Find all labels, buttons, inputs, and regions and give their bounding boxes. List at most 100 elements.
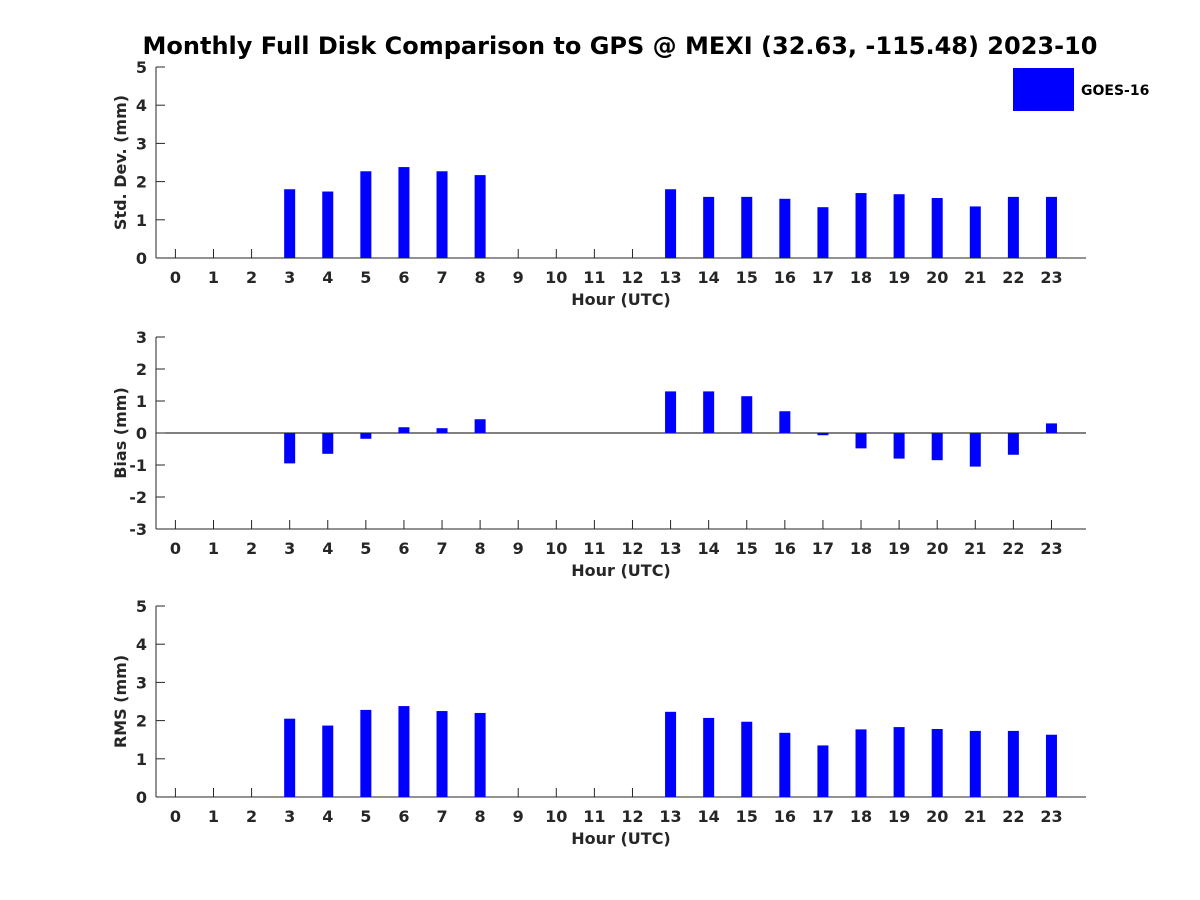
std-dev-bar (1045, 196, 1057, 258)
bias-x-tick-label: 10 (545, 539, 567, 558)
std-dev-bar (817, 207, 829, 258)
std-dev-x-tick-label: 1 (208, 268, 219, 287)
rms-x-tick-label: 6 (398, 807, 409, 826)
rms-x-tick-label: 9 (513, 807, 524, 826)
std-dev-x-tick-label: 20 (926, 268, 948, 287)
bias-bar (703, 391, 715, 433)
rms-bar (741, 721, 753, 797)
rms-bar (855, 729, 867, 797)
rms-x-tick-label: 14 (698, 807, 720, 826)
rms-bar (817, 745, 829, 797)
std-dev-bar (665, 189, 677, 258)
rms-x-axis-label: Hour (UTC) (571, 829, 671, 848)
rms-bar (398, 706, 410, 797)
std-dev-x-tick-label: 16 (774, 268, 796, 287)
std-dev-y-tick-label: 2 (136, 173, 147, 192)
bias-x-tick-label: 18 (850, 539, 872, 558)
bias-x-axis-label: Hour (UTC) (571, 561, 671, 580)
std-dev-bar (969, 206, 981, 258)
bias-x-tick-label: 16 (774, 539, 796, 558)
rms-bar (779, 732, 791, 797)
rms-bar (474, 712, 486, 797)
bias-bar (855, 433, 867, 449)
bias-x-tick-label: 6 (398, 539, 409, 558)
rms-y-tick-label: 5 (136, 597, 147, 616)
std-dev-bar (779, 198, 791, 258)
rms-x-tick-label: 4 (322, 807, 333, 826)
std-dev-x-tick-label: 14 (698, 268, 720, 287)
rms-y-tick-label: 4 (136, 635, 147, 654)
bias-bar (1007, 433, 1019, 455)
bias-bar (436, 428, 448, 433)
rms-x-tick-label: 19 (888, 807, 910, 826)
bias-x-tick-label: 5 (360, 539, 371, 558)
rms-bar (703, 717, 715, 797)
bias-x-tick-label: 22 (1002, 539, 1024, 558)
std-dev-x-tick-label: 7 (436, 268, 447, 287)
legend-label-goes16: GOES-16 (1081, 83, 1149, 99)
bias-x-tick-label: 14 (698, 539, 720, 558)
std-dev-x-tick-label: 6 (398, 268, 409, 287)
bias-y-tick-label: 2 (136, 360, 147, 379)
std-dev-x-tick-label: 4 (322, 268, 333, 287)
std-dev-bar (398, 167, 410, 258)
rms-x-tick-label: 11 (583, 807, 605, 826)
rms-bar (665, 711, 677, 797)
bias-y-tick-label: 3 (136, 328, 147, 347)
std-dev-x-tick-label: 19 (888, 268, 910, 287)
bias-x-tick-label: 15 (736, 539, 758, 558)
std-dev-x-tick-label: 3 (284, 268, 295, 287)
std-dev-x-tick-label: 12 (621, 268, 643, 287)
std-dev-bar (855, 193, 867, 258)
std-dev-y-tick-label: 0 (136, 249, 147, 268)
std-dev-y-axis-label: Std. Dev. (mm) (111, 95, 130, 230)
std-dev-x-tick-label: 18 (850, 268, 872, 287)
rms-x-tick-label: 7 (436, 807, 447, 826)
bias-bar (741, 396, 753, 433)
rms-y-tick-label: 1 (136, 750, 147, 769)
bias-bar (398, 427, 410, 433)
rms-bar (931, 729, 943, 797)
rms-x-tick-label: 3 (284, 807, 295, 826)
bias-x-tick-label: 13 (659, 539, 681, 558)
std-dev-bar (741, 196, 753, 258)
bias-x-tick-label: 1 (208, 539, 219, 558)
rms-x-tick-label: 10 (545, 807, 567, 826)
std-dev-x-tick-label: 23 (1040, 268, 1062, 287)
rms-x-tick-label: 13 (659, 807, 681, 826)
bias-bar (817, 433, 829, 436)
std-dev-x-tick-label: 15 (736, 268, 758, 287)
std-dev-bar (703, 196, 715, 258)
bias-y-tick-label: -2 (129, 488, 147, 507)
rms-x-tick-label: 5 (360, 807, 371, 826)
std-dev-bar (931, 198, 943, 258)
std-dev-bar (436, 171, 448, 258)
bias-bar (474, 419, 486, 433)
bias-bar (360, 433, 372, 439)
bias-y-tick-label: 1 (136, 392, 147, 411)
rms-x-tick-label: 16 (774, 807, 796, 826)
bias-x-tick-label: 0 (170, 539, 181, 558)
std-dev-bar (1007, 196, 1019, 258)
bias-x-tick-label: 8 (475, 539, 486, 558)
rms-bar (360, 709, 372, 797)
rms-y-tick-label: 3 (136, 673, 147, 692)
std-dev-x-axis-label: Hour (UTC) (571, 290, 671, 309)
rms-bar (969, 730, 981, 797)
bias-x-tick-label: 12 (621, 539, 643, 558)
rms-x-tick-label: 2 (246, 807, 257, 826)
std-dev-x-tick-label: 0 (170, 268, 181, 287)
bias-bar (931, 433, 943, 461)
std-dev-x-tick-label: 22 (1002, 268, 1024, 287)
rms-bar (322, 725, 334, 797)
std-dev-x-tick-label: 13 (659, 268, 681, 287)
rms-x-tick-label: 18 (850, 807, 872, 826)
bias-x-tick-label: 17 (812, 539, 834, 558)
rms-x-tick-label: 1 (208, 807, 219, 826)
bias-bar (969, 433, 981, 467)
rms-y-tick-label: 0 (136, 788, 147, 807)
bias-y-tick-label: -1 (129, 456, 147, 475)
bias-x-tick-label: 2 (246, 539, 257, 558)
